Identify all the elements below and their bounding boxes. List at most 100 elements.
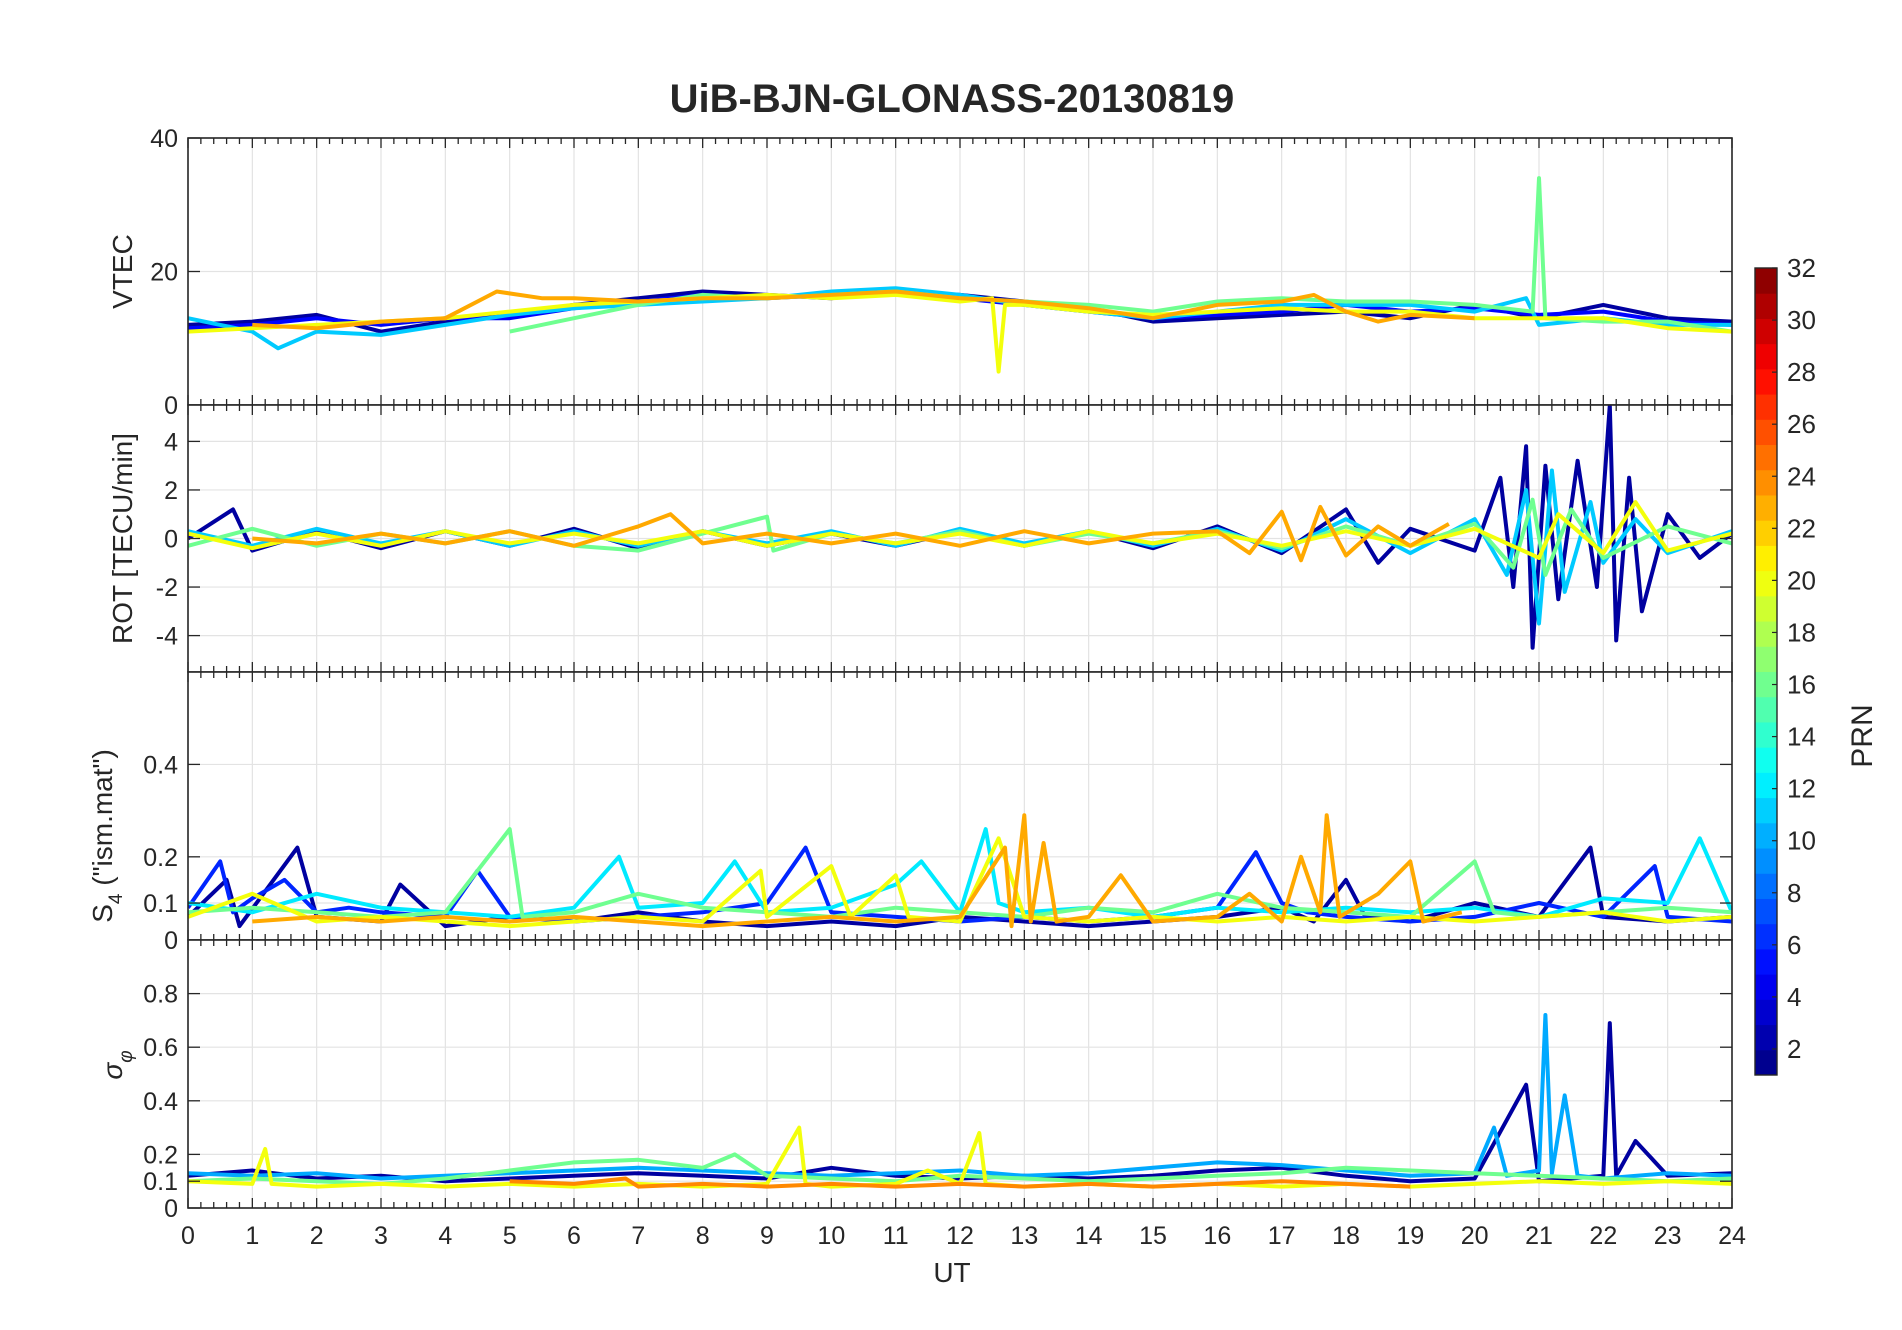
- colorbar-band: [1755, 974, 1777, 1000]
- colorbar-band: [1755, 923, 1777, 950]
- colorbar-tick-label: 32: [1787, 253, 1816, 283]
- colorbar-band: [1755, 570, 1777, 597]
- colorbar-band: [1755, 469, 1777, 496]
- colorbar-tick-label: 4: [1787, 982, 1801, 1012]
- colorbar-band: [1755, 948, 1777, 975]
- colorbar-band: [1755, 797, 1777, 824]
- x-tick-label: 22: [1589, 1222, 1617, 1250]
- x-tick-label: 16: [1203, 1222, 1231, 1250]
- x-tick-label: 21: [1525, 1222, 1553, 1250]
- y-tick-label: 0.2: [143, 844, 178, 872]
- y-axis-label: S4 ("ism.mat"): [87, 749, 127, 923]
- colorbar-band: [1755, 873, 1777, 899]
- colorbar-band: [1755, 545, 1777, 572]
- x-tick-label: 6: [567, 1222, 581, 1250]
- colorbar-band: [1755, 696, 1777, 723]
- panel-rot: -4 -2 0 2 4 ROT [TECU/min]: [107, 404, 1733, 673]
- y-tick-label: 2: [164, 477, 178, 505]
- x-tick-label: 9: [760, 1222, 774, 1250]
- y-tick-label: 0.1: [143, 1168, 178, 1196]
- colorbar-band: [1755, 318, 1777, 345]
- colorbar-tick-label: 18: [1787, 617, 1816, 647]
- series-line-prn-23: [252, 289, 1475, 331]
- series-group: [188, 813, 1732, 929]
- colorbar-band: [1755, 646, 1777, 672]
- y-tick-label: 0: [164, 1195, 178, 1223]
- panel-vtec: 0 20 40 VTEC: [107, 125, 1733, 420]
- y-tick-label: -2: [156, 574, 178, 602]
- colorbar-band: [1755, 595, 1777, 622]
- colorbar-band: [1755, 419, 1777, 446]
- colorbar-band: [1755, 343, 1777, 370]
- x-axis-label: UT: [933, 1257, 970, 1288]
- y-tick-label: 0.4: [143, 751, 178, 779]
- series-line-prn-10: [188, 1013, 1732, 1181]
- x-tick-label: 15: [1139, 1222, 1167, 1250]
- series-line-prn-11: [188, 286, 1732, 351]
- y-tick-label: 0.8: [143, 981, 178, 1009]
- y-label-subscript: 4: [106, 893, 127, 904]
- panel-s4: 0 0.1 0.2 0.4 S4 ("ism.mat"): [87, 671, 1733, 955]
- colorbar-band: [1755, 772, 1777, 799]
- series-line-prn-16: [188, 827, 1732, 919]
- x-tick-label: 7: [631, 1222, 645, 1250]
- colorbar-band: [1755, 444, 1777, 471]
- y-label-rest: ("ism.mat"): [87, 749, 118, 893]
- x-tick-label: 4: [438, 1222, 452, 1250]
- colorbar-tick-label: 6: [1787, 930, 1801, 960]
- x-tick-label: 20: [1461, 1222, 1489, 1250]
- colorbar-band: [1755, 268, 1777, 294]
- series-line-prn-23: [252, 504, 1450, 563]
- colorbar-band: [1755, 721, 1777, 748]
- y-tick-label: 0: [164, 392, 178, 420]
- x-tick-label: 14: [1075, 1222, 1103, 1250]
- colorbar-tick-label: 16: [1787, 670, 1816, 700]
- colorbar-band: [1755, 822, 1777, 849]
- y-axis-label: ROT [TECU/min]: [107, 433, 138, 644]
- colorbar-tick-label: 14: [1787, 722, 1816, 752]
- colorbar-tick-label: 12: [1787, 774, 1816, 804]
- x-tick-label: 1: [245, 1222, 259, 1250]
- x-tick-label: 0: [181, 1222, 195, 1250]
- colorbar-band: [1755, 747, 1777, 773]
- colorbar-tick-label: 24: [1787, 461, 1816, 491]
- colorbar-band: [1755, 494, 1777, 521]
- colorbar-band: [1755, 394, 1777, 420]
- series-line-prn-16: [188, 1152, 1732, 1186]
- colorbar-tick-label: 8: [1787, 878, 1801, 908]
- colorbar-band: [1755, 621, 1777, 647]
- series-line-prn-20: [188, 500, 1732, 560]
- series-group: [188, 1013, 1732, 1189]
- series-line-prn-23: [252, 813, 1463, 929]
- colorbar-tick-label: 30: [1787, 305, 1816, 335]
- colorbar-tick-label: 22: [1787, 513, 1816, 543]
- series-line-prn-24: [509, 1176, 1411, 1189]
- colorbar-band: [1755, 293, 1777, 319]
- x-tick-label: 3: [374, 1222, 388, 1250]
- colorbar-frame: [1754, 267, 1778, 1076]
- y-axis-label: VTEC: [107, 234, 138, 309]
- colorbar-band: [1755, 848, 1777, 874]
- x-tick-label: 18: [1332, 1222, 1360, 1250]
- colorbar-tick-label: 10: [1787, 826, 1816, 856]
- x-tick-label: 5: [503, 1222, 517, 1250]
- y-tick-label: 0.2: [143, 1141, 178, 1169]
- colorbar-band: [1755, 368, 1777, 395]
- colorbar-band: [1755, 898, 1777, 925]
- x-tick-label: 11: [883, 1222, 909, 1250]
- y-axis-label: σφ: [97, 1050, 137, 1079]
- x-tick-label: 2: [310, 1222, 324, 1250]
- x-tick-label: 8: [696, 1222, 710, 1250]
- x-tick-label: 23: [1654, 1222, 1682, 1250]
- y-tick-label: 20: [150, 259, 178, 287]
- x-tick-label: 12: [946, 1222, 974, 1250]
- series-group: [188, 405, 1732, 650]
- y-tick-label: 40: [150, 125, 178, 153]
- colorbar-band: [1755, 999, 1777, 1026]
- x-tick-label: 13: [1010, 1222, 1038, 1250]
- y-tick-label: 0.1: [143, 890, 178, 918]
- y-tick-label: 0: [164, 927, 178, 955]
